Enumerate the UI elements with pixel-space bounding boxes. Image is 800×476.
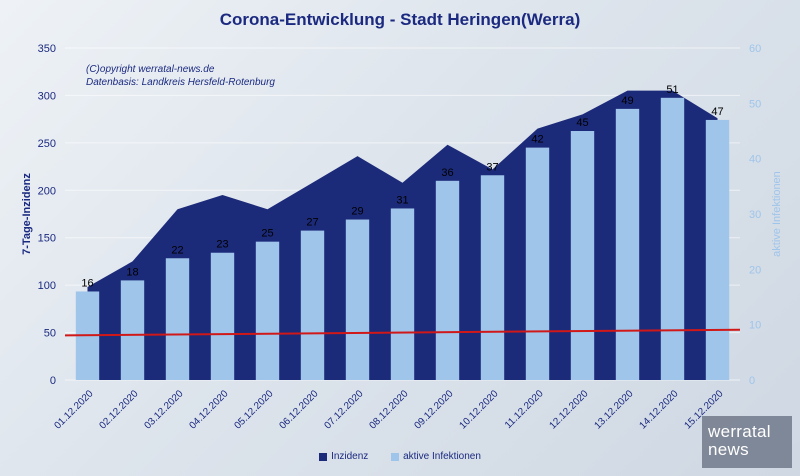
y-tick-label: 50 xyxy=(44,328,56,340)
x-tick-label: 05.12.2020 xyxy=(232,388,275,431)
bar-aktive xyxy=(660,97,685,381)
x-tick-label: 01.12.2020 xyxy=(52,388,95,431)
bar-aktive xyxy=(210,252,235,380)
bar-data-label: 42 xyxy=(531,134,543,146)
x-tick-label: 04.12.2020 xyxy=(187,388,230,431)
bar-data-label: 29 xyxy=(351,206,363,218)
bar-aktive xyxy=(570,131,595,380)
data-source-line: Datenbasis: Landkreis Hersfeld-Rotenburg xyxy=(86,77,275,88)
bar-data-label: 27 xyxy=(306,217,318,229)
bar-aktive xyxy=(255,241,280,380)
bar-data-label: 37 xyxy=(486,161,498,173)
y-right-tick-label: 50 xyxy=(749,98,761,110)
x-tick-label: 06.12.2020 xyxy=(277,388,320,431)
y-tick-label: 300 xyxy=(38,90,56,102)
threshold-line xyxy=(64,328,741,337)
x-tick-label: 07.12.2020 xyxy=(322,388,365,431)
legend-swatch-aktive xyxy=(391,452,400,461)
y-tick-label: 100 xyxy=(38,280,56,292)
logo-line-1: werratal xyxy=(708,422,771,441)
x-tick-label: 08.12.2020 xyxy=(367,388,410,431)
y-tick-label: 200 xyxy=(38,185,56,197)
bar-data-label: 47 xyxy=(711,106,723,118)
bar-data-label: 23 xyxy=(216,239,228,251)
y-right-axis-title: aktive Infektionen xyxy=(771,171,783,257)
y-right-tick-label: 0 xyxy=(749,375,755,387)
y-tick-label: 350 xyxy=(38,43,56,55)
bar-aktive xyxy=(165,258,190,380)
x-tick-label: 09.12.2020 xyxy=(412,388,455,431)
bar-aktive xyxy=(435,180,460,380)
bar-data-label: 49 xyxy=(621,95,633,107)
bar-aktive xyxy=(120,280,145,380)
x-tick-label: 02.12.2020 xyxy=(97,388,140,431)
y-tick-label: 250 xyxy=(38,138,56,150)
y-right-tick-label: 40 xyxy=(749,154,761,166)
bar-data-label: 18 xyxy=(126,266,138,278)
legend-item-aktive: aktive Infektionen xyxy=(391,451,481,462)
legend-label-inzidenz: Inzidenz xyxy=(331,451,369,462)
x-tick-label: 12.12.2020 xyxy=(547,388,590,431)
bar-aktive xyxy=(390,208,415,380)
legend: Inzidenz aktive Infektionen xyxy=(0,451,800,464)
y-tick-label: 0 xyxy=(50,375,56,387)
chart-title: Corona-Entwicklung - Stadt Heringen(Werr… xyxy=(219,10,581,29)
bar-aktive xyxy=(480,175,505,380)
x-tick-label: 10.12.2020 xyxy=(457,388,500,431)
bar-data-label: 25 xyxy=(261,228,273,240)
x-tick-label: 11.12.2020 xyxy=(503,388,546,431)
y-right-tick-label: 10 xyxy=(749,320,761,332)
x-tick-label: 03.12.2020 xyxy=(142,388,185,431)
legend-label-aktive: aktive Infektionen xyxy=(403,451,481,462)
y-right-tick-label: 60 xyxy=(749,43,761,55)
copyright-note: (C)opyright werratal-news.de Datenbasis:… xyxy=(86,63,275,89)
legend-swatch-inzidenz xyxy=(319,452,328,461)
x-tick-label: 13.12.2020 xyxy=(592,388,635,431)
bar-data-label: 36 xyxy=(441,167,453,179)
bar-data-label: 45 xyxy=(576,117,588,129)
bar-aktive xyxy=(615,108,640,380)
werratal-news-logo: werratal news xyxy=(702,416,792,468)
logo-line-2: news xyxy=(708,440,749,459)
y-axis-title: 7-Tage-Inzidenz xyxy=(21,173,33,255)
bar-data-label: 22 xyxy=(171,244,183,256)
bar-data-label: 16 xyxy=(81,277,93,289)
y-tick-label: 150 xyxy=(38,233,56,245)
y-right-tick-label: 20 xyxy=(749,264,761,276)
y-right-tick-label: 30 xyxy=(749,209,761,221)
bar-aktive xyxy=(300,230,325,380)
copyright-line: (C)opyright werratal-news.de xyxy=(86,64,215,75)
bar-aktive xyxy=(705,119,730,380)
bar-data-label: 51 xyxy=(666,84,678,96)
bar-data-label: 31 xyxy=(396,194,408,206)
legend-item-inzidenz: Inzidenz xyxy=(319,451,368,462)
bar-aktive xyxy=(525,147,550,380)
bar-aktive xyxy=(345,219,370,380)
x-tick-label: 14.12.2020 xyxy=(637,388,680,431)
